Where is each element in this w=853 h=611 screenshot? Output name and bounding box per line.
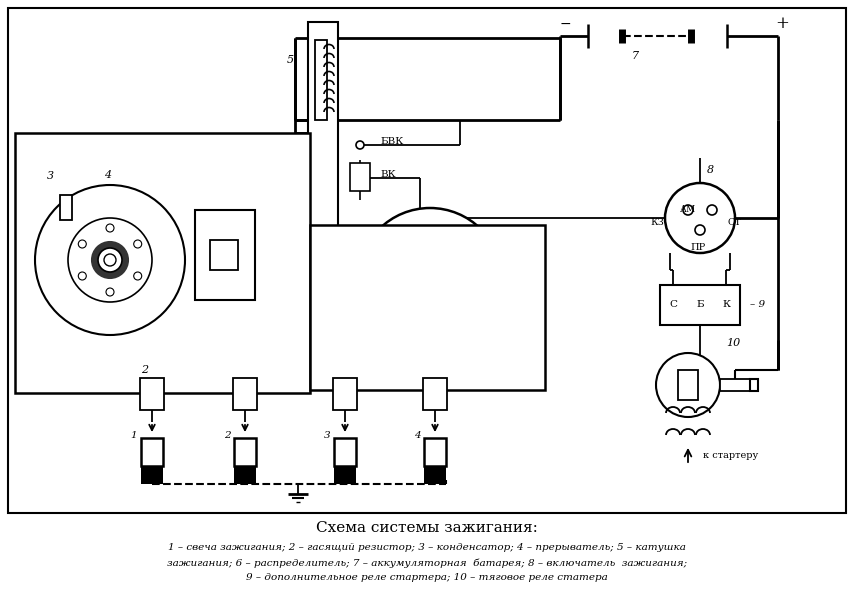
- Bar: [194, 210, 255, 300]
- Circle shape: [467, 229, 480, 243]
- Circle shape: [356, 141, 363, 149]
- Text: Б: Б: [695, 301, 703, 310]
- Text: БВК: БВК: [380, 137, 403, 147]
- Bar: [423, 438, 445, 466]
- Circle shape: [694, 225, 705, 235]
- Text: АМ: АМ: [679, 205, 695, 214]
- Circle shape: [379, 317, 392, 331]
- Circle shape: [68, 218, 152, 302]
- Circle shape: [379, 229, 392, 243]
- Circle shape: [92, 242, 128, 278]
- Bar: [141, 438, 163, 466]
- Text: 9 – дополнительное реле стартера; 10 – тяговое реле статера: 9 – дополнительное реле стартера; 10 – т…: [246, 573, 607, 582]
- Text: 4: 4: [104, 170, 112, 180]
- Text: 3: 3: [323, 431, 330, 439]
- Circle shape: [106, 288, 113, 296]
- Text: к стартеру: к стартеру: [702, 450, 757, 459]
- Text: СТ: СТ: [727, 219, 741, 227]
- Circle shape: [106, 224, 113, 232]
- Text: 2: 2: [142, 365, 148, 375]
- Text: 7: 7: [630, 51, 638, 61]
- Bar: [423, 466, 445, 484]
- Bar: [60, 195, 72, 220]
- Text: К: К: [721, 301, 729, 310]
- Bar: [233, 378, 257, 410]
- Text: С: С: [668, 301, 676, 310]
- Text: 4: 4: [413, 431, 420, 439]
- Circle shape: [98, 248, 122, 272]
- Text: 3: 3: [46, 171, 54, 181]
- Bar: [308, 22, 338, 227]
- Bar: [140, 378, 164, 410]
- Circle shape: [357, 208, 502, 352]
- Bar: [677, 370, 697, 400]
- Text: 1: 1: [131, 431, 137, 439]
- Circle shape: [356, 174, 363, 182]
- Bar: [350, 163, 369, 191]
- Bar: [234, 466, 256, 484]
- Circle shape: [682, 205, 692, 215]
- Bar: [141, 466, 163, 484]
- Circle shape: [78, 240, 86, 248]
- Circle shape: [134, 272, 142, 280]
- Text: ВК: ВК: [380, 170, 395, 180]
- Bar: [8, 8, 845, 513]
- Text: −: −: [559, 17, 570, 31]
- Bar: [749, 379, 757, 391]
- Bar: [334, 438, 356, 466]
- Circle shape: [411, 262, 448, 298]
- Text: 8: 8: [705, 165, 713, 175]
- Text: 6: 6: [341, 280, 348, 290]
- Text: 5: 5: [286, 55, 293, 65]
- Bar: [15, 133, 310, 393]
- Circle shape: [655, 353, 719, 417]
- Text: – 9: – 9: [749, 301, 764, 310]
- Text: Схема системы зажигания:: Схема системы зажигания:: [316, 521, 537, 535]
- Bar: [310, 225, 544, 390]
- Text: +: +: [775, 15, 788, 32]
- Text: 1 – свеча зажигания; 2 – гасящий резистор; 3 – конденсатор; 4 – прерыватель; 5 –: 1 – свеча зажигания; 2 – гасящий резисто…: [168, 544, 685, 552]
- Text: ПР: ПР: [689, 244, 705, 252]
- Bar: [315, 40, 327, 120]
- Text: КЗ: КЗ: [649, 219, 663, 227]
- Bar: [334, 466, 356, 484]
- Bar: [659, 285, 740, 325]
- Text: 2: 2: [223, 431, 230, 439]
- Bar: [234, 438, 256, 466]
- Bar: [422, 378, 446, 410]
- Circle shape: [664, 183, 734, 253]
- Circle shape: [78, 272, 86, 280]
- Circle shape: [467, 317, 480, 331]
- Text: зажигания; 6 – распределитель; 7 – аккумуляторная  батарея; 8 – включатель  зажи: зажигания; 6 – распределитель; 7 – аккум…: [166, 558, 687, 568]
- Circle shape: [35, 185, 185, 335]
- Circle shape: [104, 254, 116, 266]
- Bar: [333, 378, 357, 410]
- Circle shape: [706, 205, 717, 215]
- Bar: [719, 379, 749, 391]
- Text: 10: 10: [725, 338, 740, 348]
- Bar: [210, 240, 238, 270]
- Circle shape: [134, 240, 142, 248]
